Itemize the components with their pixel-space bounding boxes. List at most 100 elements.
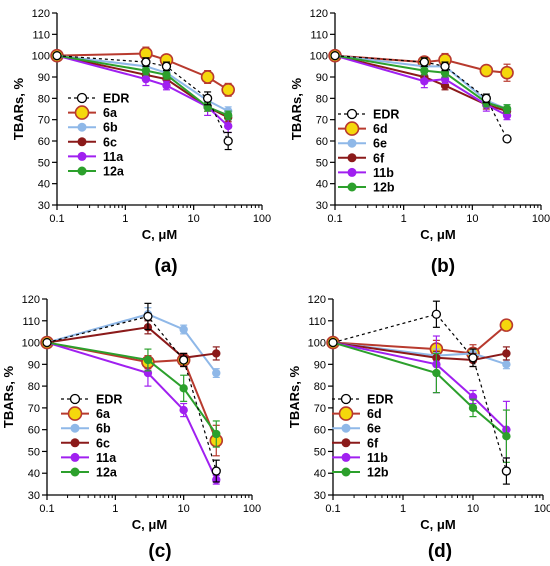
x-tick-label: 100 bbox=[534, 503, 550, 515]
legend-marker bbox=[341, 423, 351, 433]
y-tick-label: 60 bbox=[316, 136, 328, 148]
data-point bbox=[179, 355, 189, 365]
series-EDR bbox=[42, 302, 221, 483]
legend-label: 11b bbox=[367, 451, 388, 465]
data-point bbox=[52, 51, 62, 61]
y-tick-label: 60 bbox=[38, 136, 50, 148]
y-tick-label: 70 bbox=[28, 403, 40, 415]
data-point bbox=[330, 51, 340, 61]
y-tick-label: 100 bbox=[310, 51, 328, 63]
series-line bbox=[332, 341, 507, 361]
data-point bbox=[500, 65, 514, 80]
legend-label: 6f bbox=[367, 436, 379, 450]
legend-label: 6d bbox=[373, 122, 388, 136]
legend-marker bbox=[76, 92, 88, 104]
x-tick-label: 1 bbox=[400, 503, 406, 515]
y-tick-label: 80 bbox=[38, 93, 50, 105]
series-6a bbox=[40, 335, 224, 457]
series-6e bbox=[328, 338, 511, 370]
data-point bbox=[479, 63, 494, 78]
y-tick-label: 90 bbox=[28, 359, 40, 371]
panel-label: (c) bbox=[148, 541, 171, 562]
legend-label: 6b bbox=[96, 422, 111, 436]
legend-label: 12a bbox=[103, 165, 125, 179]
y-axis-label: TBARs, % bbox=[1, 366, 16, 429]
series-EDR bbox=[330, 51, 512, 144]
y-tick-label: 40 bbox=[38, 179, 50, 191]
series-line bbox=[332, 341, 507, 366]
y-tick-label: 50 bbox=[28, 446, 40, 458]
panel-label: (a) bbox=[154, 256, 177, 277]
data-point bbox=[179, 325, 188, 334]
data-point bbox=[179, 405, 188, 415]
data-point bbox=[162, 70, 171, 80]
data-point bbox=[143, 311, 153, 322]
legend-label: 12b bbox=[367, 466, 389, 480]
x-axis-label: C, μM bbox=[420, 517, 455, 532]
data-point bbox=[141, 57, 151, 67]
legend-label: EDR bbox=[96, 393, 122, 407]
y-tick-label: 50 bbox=[38, 157, 50, 169]
legend-marker bbox=[74, 105, 90, 120]
legend-marker bbox=[77, 122, 87, 132]
x-tick-label: 100 bbox=[253, 213, 271, 225]
y-tick-label: 120 bbox=[32, 8, 50, 20]
series-line bbox=[46, 341, 218, 435]
y-tick-label: 70 bbox=[38, 115, 50, 127]
legend-label: 6d bbox=[367, 407, 382, 421]
data-point bbox=[212, 429, 221, 439]
y-tick-label: 110 bbox=[32, 29, 50, 41]
data-point bbox=[502, 349, 511, 358]
x-tick-label: 100 bbox=[532, 213, 550, 225]
x-tick-label: 0.1 bbox=[39, 503, 54, 515]
data-point bbox=[440, 61, 450, 71]
legend-label: 6c bbox=[96, 436, 110, 450]
data-point bbox=[502, 104, 512, 114]
legend-label: 6a bbox=[103, 106, 118, 120]
data-point bbox=[502, 360, 511, 369]
data-point bbox=[200, 70, 215, 84]
legend-marker bbox=[70, 467, 80, 477]
x-axis-label: C, μM bbox=[132, 517, 167, 532]
legend-marker bbox=[338, 406, 354, 421]
y-tick-label: 110 bbox=[22, 316, 40, 328]
y-tick-label: 40 bbox=[316, 179, 328, 191]
data-point bbox=[141, 74, 151, 84]
series-line bbox=[46, 313, 218, 374]
legend-label: 12b bbox=[373, 181, 395, 195]
x-tick-label: 10 bbox=[188, 213, 200, 225]
y-axis-label: TBARs, % bbox=[11, 78, 26, 141]
y-tick-label: 30 bbox=[28, 490, 40, 502]
x-tick-label: 10 bbox=[178, 503, 190, 515]
data-point bbox=[162, 81, 171, 90]
legend-label: 11a bbox=[103, 150, 124, 164]
legend-marker bbox=[77, 151, 87, 161]
y-tick-label: 120 bbox=[310, 8, 328, 20]
y-tick-label: 90 bbox=[316, 72, 328, 84]
legend-marker bbox=[67, 406, 83, 421]
legend-marker bbox=[341, 452, 351, 462]
x-axis-label: C, μM bbox=[420, 227, 455, 242]
data-point bbox=[431, 309, 442, 319]
y-tick-label: 40 bbox=[314, 468, 326, 480]
y-tick-label: 100 bbox=[32, 51, 50, 63]
data-point bbox=[420, 77, 429, 86]
data-point bbox=[223, 121, 233, 131]
x-tick-label: 1 bbox=[112, 503, 118, 515]
legend-label: EDR bbox=[373, 108, 399, 122]
legend-label: 11a bbox=[96, 451, 117, 465]
legend-marker bbox=[344, 121, 360, 136]
data-point bbox=[221, 83, 235, 97]
x-tick-label: 10 bbox=[467, 503, 479, 515]
series-line bbox=[46, 341, 218, 481]
y-tick-label: 60 bbox=[28, 425, 40, 437]
x-tick-label: 0.1 bbox=[327, 213, 342, 225]
y-tick-label: 30 bbox=[316, 200, 328, 212]
